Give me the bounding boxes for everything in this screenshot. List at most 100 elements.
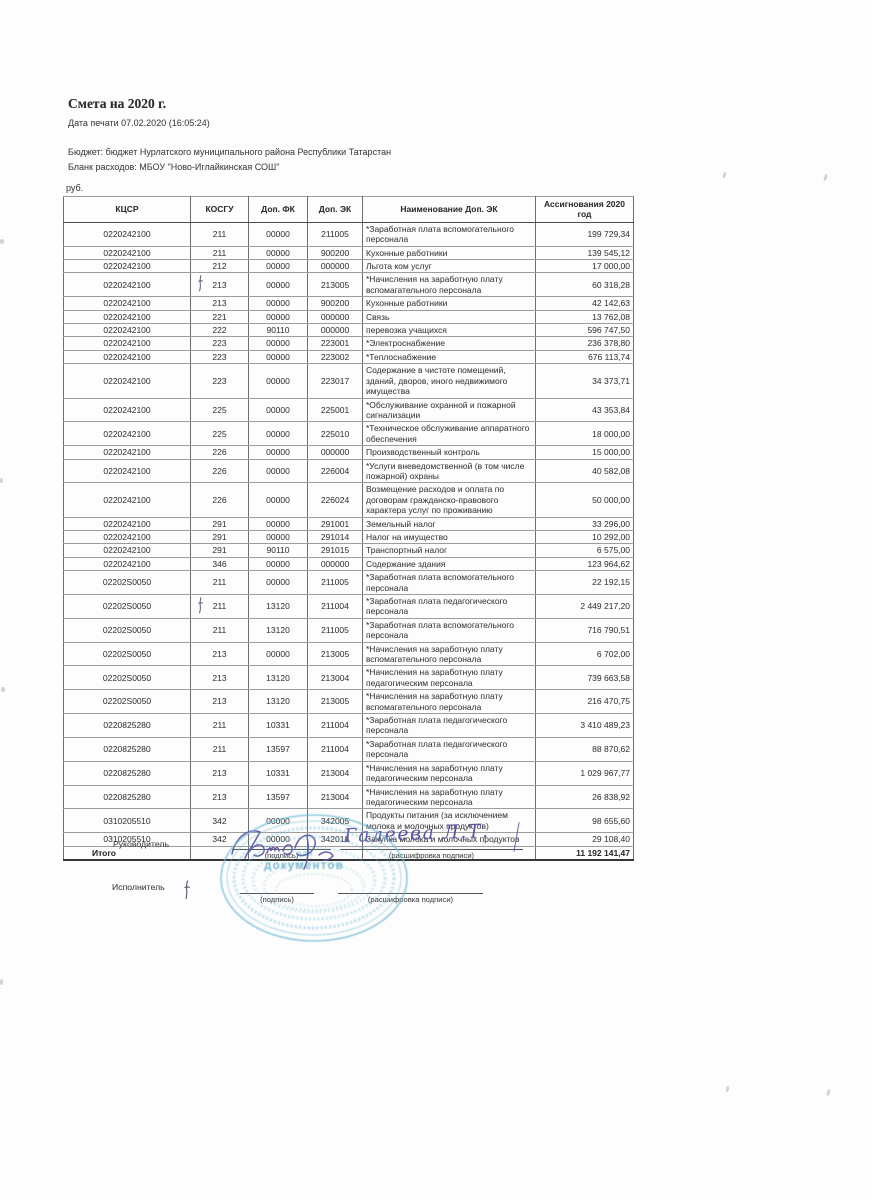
head-autograph-signature bbox=[231, 830, 334, 870]
cell-dop_fk: 00000 bbox=[248, 516, 308, 531]
executor-transcript-line bbox=[338, 892, 483, 894]
cell-dop_ek: 291014 bbox=[307, 529, 363, 545]
scan-speck bbox=[1, 687, 5, 692]
cell-name: *Начисления на заработную плату педагоги… bbox=[362, 665, 536, 691]
cell-dop_ek: 000000 bbox=[307, 323, 363, 338]
table-row: 02202S0050 213 13120 213004 *Начисления на з… bbox=[63, 665, 634, 691]
round-stamp: для документов bbox=[220, 814, 408, 942]
cell-amount: 739 663,58 bbox=[535, 665, 634, 691]
cell-dop_fk: 00000 bbox=[248, 529, 308, 545]
cell-kcsr: 02202S0050 bbox=[63, 570, 191, 595]
estimate-table-body: 0220242100 211 00000 211005 *Заработная плат… bbox=[63, 221, 634, 847]
head-signature-label: Руководитель bbox=[113, 839, 169, 849]
sign-caption: (подпись) bbox=[264, 851, 299, 860]
print-date: Дата печати 07.02.2020 (16:05:24) bbox=[68, 118, 210, 128]
cell-dop_fk: 00000 bbox=[248, 641, 308, 667]
table-row: 0220242100 223 00000 223017 Содержание в чис… bbox=[63, 363, 634, 399]
cell-amount: 139 545,12 bbox=[535, 245, 634, 261]
cell-kcsr: 0220825280 bbox=[63, 736, 191, 762]
cell-kosgu: 225 bbox=[190, 421, 249, 447]
estimate-table: КЦСР КОСГУ Доп. ФК Доп. ЭК Наименование … bbox=[63, 196, 634, 861]
cell-kcsr: 0220825280 bbox=[63, 760, 191, 786]
cell-name: Продукты питания (за исключением молока … bbox=[362, 808, 536, 834]
scan-speck bbox=[0, 239, 4, 244]
scan-speck bbox=[822, 173, 829, 182]
cell-dop_ek: 226004 bbox=[307, 458, 363, 484]
table-row: 02202S0050 211 13120 211004 *Заработная плат… bbox=[63, 594, 634, 619]
cell-name: Возмещение расходов и оплата по договора… bbox=[362, 482, 536, 518]
table-row: 0220242100 211 00000 211005 *Заработная плат… bbox=[63, 221, 634, 247]
cell-dop_ek: 223001 bbox=[307, 336, 363, 351]
cell-kcsr: 0220825280 bbox=[63, 713, 191, 738]
cell-dop_fk: 13597 bbox=[248, 736, 308, 762]
page-title: Смета на 2020 г. bbox=[68, 96, 167, 111]
cell-kosgu: 226 bbox=[190, 482, 249, 518]
scan-speck bbox=[826, 1088, 831, 1097]
table-row: 0220825280 211 13597 211004 *Заработная плат… bbox=[63, 736, 634, 762]
cell-amount: 6 575,00 bbox=[535, 543, 634, 558]
cell-dop_ek: 225010 bbox=[307, 421, 363, 447]
cell-kcsr: 0220242100 bbox=[63, 309, 191, 325]
expense-form-line: Бланк расходов: МБОУ "Ново-Иглайкинская … bbox=[68, 162, 280, 172]
cell-amount: 123 964,62 bbox=[535, 556, 634, 572]
cell-kcsr: 02202S0050 bbox=[63, 617, 191, 643]
col-header-dop-fk: Доп. ФК bbox=[248, 196, 308, 223]
cell-amount: 43 353,84 bbox=[535, 397, 634, 423]
table-row: 02202S0050 213 13120 213005 *Начисления на з… bbox=[63, 689, 634, 715]
cell-name: *Заработная плата педагогического персон… bbox=[362, 594, 536, 619]
table-row: 0220242100 291 00000 291014 Налог на имущест… bbox=[63, 529, 634, 545]
table-row: 0220242100 226 00000 226024 Возмещение расхо… bbox=[63, 482, 634, 518]
executor-signature-label: Исполнитель bbox=[112, 882, 165, 892]
table-row: 0220825280 211 10331 211004 *Заработная плат… bbox=[63, 713, 634, 738]
cell-kosgu: 211 bbox=[190, 245, 249, 261]
cell-name: *Заработная плата вспомогательного персо… bbox=[362, 617, 536, 643]
cell-amount: 60 318,28 bbox=[535, 272, 634, 298]
cell-kosgu: 211 bbox=[190, 221, 249, 247]
cell-amount: 236 378,80 bbox=[535, 336, 634, 351]
cell-name: *Заработная плата педагогического персон… bbox=[362, 736, 536, 762]
cell-amount: 199 729,34 bbox=[535, 221, 634, 247]
cell-name: *Техническое обслуживание аппаратного об… bbox=[362, 421, 536, 447]
cell-amount: 40 582,08 bbox=[535, 458, 634, 484]
cell-name: *Начисления на заработную плату вспомага… bbox=[362, 272, 536, 298]
cell-name: Транспортный налог bbox=[362, 543, 536, 558]
cell-kcsr: 02202S0050 bbox=[63, 689, 191, 715]
head-transcript-line bbox=[340, 848, 523, 850]
cell-name: *Начисления на заработную плату вспомага… bbox=[362, 689, 536, 715]
budget-line: Бюджет: бюджет Нурлатского муниципальног… bbox=[68, 147, 392, 157]
cell-dop_fk: 00000 bbox=[248, 245, 308, 261]
cell-kosgu: 211 bbox=[190, 736, 249, 762]
cell-dop_ek: 900200 bbox=[307, 296, 363, 311]
table-row: 02202S0050 211 13120 211005 *Заработная плат… bbox=[63, 617, 634, 643]
cell-kosgu: 223 bbox=[190, 349, 249, 365]
table-row: 0220242100 223 00000 223001 *Электроснабжени… bbox=[63, 336, 634, 351]
cell-dop_ek: 213005 bbox=[307, 689, 363, 715]
cell-kcsr: 0220242100 bbox=[63, 397, 191, 423]
cell-dop_ek: 291015 bbox=[307, 543, 363, 558]
cell-kosgu: 211 bbox=[190, 594, 249, 619]
cell-dop_fk: 13597 bbox=[248, 784, 308, 810]
cell-kosgu: 211 bbox=[190, 713, 249, 738]
cell-dop_fk: 10331 bbox=[248, 760, 308, 786]
cell-kosgu: 223 bbox=[190, 363, 249, 399]
cell-name: Льгота ком услуг bbox=[362, 259, 536, 274]
cell-dop_ek: 211005 bbox=[307, 617, 363, 643]
cell-amount: 216 470,75 bbox=[535, 689, 634, 715]
cell-kosgu: 213 bbox=[190, 641, 249, 667]
table-row: 0220242100 291 90110 291015 Транспортный нал… bbox=[63, 543, 634, 558]
cell-dop_ek: 900200 bbox=[307, 245, 363, 261]
table-row: 0220242100 213 00000 213005 *Начисления на з… bbox=[63, 272, 634, 298]
table-row: 0220242100 291 00000 291001 Земельный налог 3… bbox=[63, 516, 634, 531]
cell-amount: 15 000,00 bbox=[535, 445, 634, 460]
table-row: 0220242100 223 00000 223002 *Теплоснабжение 6… bbox=[63, 349, 634, 365]
cell-name: *Заработная плата педагогического персон… bbox=[362, 713, 536, 738]
table-row: 0220242100 213 00000 900200 Кухонные работни… bbox=[63, 296, 634, 311]
cell-dop_fk: 00000 bbox=[248, 397, 308, 423]
cell-amount: 17 000,00 bbox=[535, 259, 634, 274]
cell-kosgu: 213 bbox=[190, 689, 249, 715]
cell-name: *Заработная плата вспомогательного персо… bbox=[362, 221, 536, 247]
table-row: 0220242100 221 00000 000000 Связь 13 762,08 bbox=[63, 309, 634, 325]
cell-name: Кухонные работники bbox=[362, 245, 536, 261]
scan-speck bbox=[722, 171, 727, 179]
cell-dop_ek: 213005 bbox=[307, 641, 363, 667]
